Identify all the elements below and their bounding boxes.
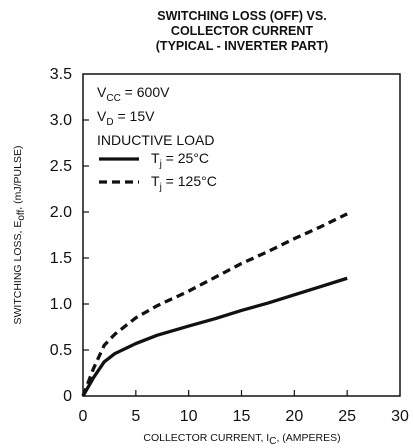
x-tick-label: 5 (131, 408, 140, 425)
x-tick-label: 20 (285, 408, 303, 425)
x-tick-label: 15 (233, 408, 251, 425)
condition-text-3: INDUCTIVE LOAD (97, 132, 214, 148)
y-tick-label: 0 (63, 388, 72, 405)
x-axis-label: COLLECTOR CURRENT, IC, (AMPERES) (143, 432, 340, 447)
y-axis-ticks: 0 0.5 1.0 1.5 2.0 2.5 3.0 3.5 (50, 66, 89, 405)
condition-text-1: VCC = 600V (97, 84, 170, 104)
legend: Tj = 25°C Tj = 125°C (99, 150, 217, 193)
x-tick-label: 0 (79, 408, 88, 425)
chart-title-line-3: (TYPICAL - INVERTER PART) (156, 39, 328, 53)
x-axis-ticks: 0 5 10 15 20 25 30 (79, 390, 409, 425)
y-tick-label: 1.0 (50, 296, 72, 313)
chart-title-line-2: COLLECTOR CURRENT (171, 24, 313, 38)
chart-title: SWITCHING LOSS (OFF) VS. COLLECTOR CURRE… (156, 9, 328, 53)
x-tick-label: 25 (338, 408, 356, 425)
x-tick-label: 10 (180, 408, 198, 425)
y-tick-label: 2.0 (50, 204, 72, 221)
test-conditions: VCC = 600V VD = 15V INDUCTIVE LOAD (97, 84, 214, 148)
series-lines (81, 212, 348, 397)
condition-text-2: VD = 15V (97, 108, 155, 128)
series-line-125c (81, 212, 348, 397)
x-tick-label: 30 (391, 408, 409, 425)
y-tick-label: 0.5 (50, 342, 72, 359)
y-tick-label: 1.5 (50, 250, 72, 267)
y-tick-label: 3.0 (50, 112, 72, 129)
legend-label-25c: Tj = 25°C (151, 150, 209, 170)
series-line-25c (81, 276, 348, 397)
y-axis-label: SWITCHING LOSS, Eoff, (mJ/PULSE) (12, 146, 27, 325)
legend-label-125c: Tj = 125°C (151, 173, 217, 193)
y-tick-label: 3.5 (50, 66, 72, 83)
chart-title-line-1: SWITCHING LOSS (OFF) VS. (157, 9, 326, 23)
y-tick-label: 2.5 (50, 158, 72, 175)
